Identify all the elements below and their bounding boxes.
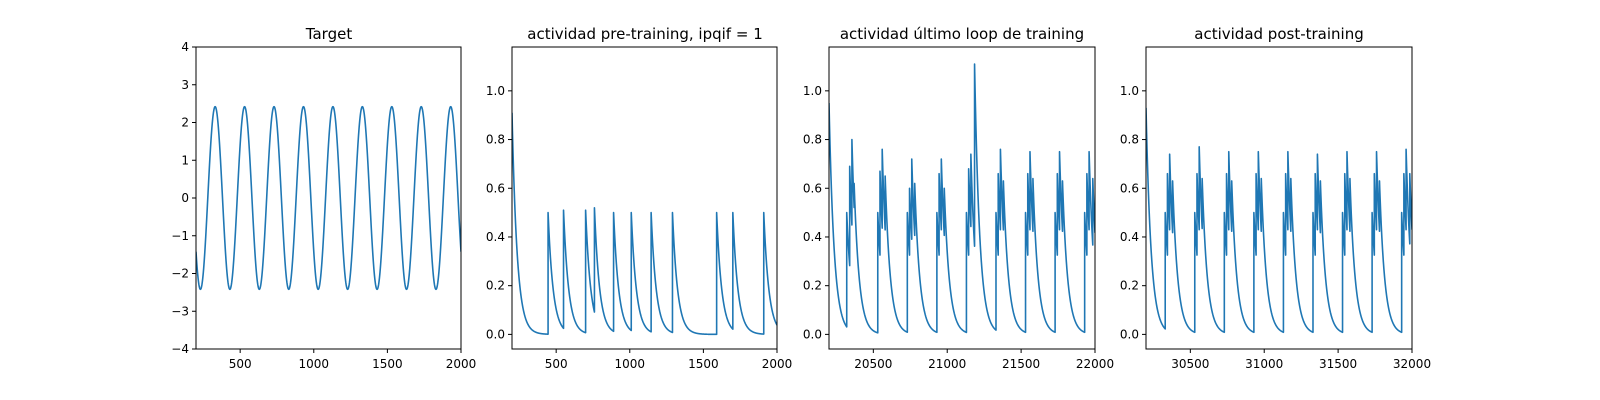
y-tick-label: 4 (181, 40, 189, 54)
y-tick-label: 0.2 (803, 279, 822, 293)
x-tick-label: 31500 (1319, 357, 1357, 371)
y-tick-label: 0.0 (803, 327, 822, 341)
x-tick-label: 20500 (854, 357, 892, 371)
y-tick-label: −1 (171, 229, 189, 243)
x-tick-label: 32000 (1393, 357, 1431, 371)
panel-title: Target (305, 25, 353, 43)
x-tick-label: 21000 (928, 357, 966, 371)
y-tick-label: 0.6 (803, 181, 822, 195)
x-tick-label: 22000 (1076, 357, 1114, 371)
y-tick-label: −2 (171, 267, 189, 281)
series-line (196, 105, 461, 291)
panel-title: actividad último loop de training (840, 25, 1084, 43)
y-tick-label: −3 (171, 304, 189, 318)
x-tick-label: 1000 (615, 357, 646, 371)
y-tick-label: −4 (171, 342, 189, 356)
y-tick-label: 2 (181, 116, 189, 130)
plot-frame (828, 46, 1096, 350)
y-tick-label: 0.8 (1120, 133, 1139, 147)
plot-frame (195, 46, 462, 350)
y-tick-label: 0.0 (1120, 327, 1139, 341)
x-tick-label: 500 (545, 357, 568, 371)
x-tick-label: 1500 (688, 357, 719, 371)
x-tick-label: 30500 (1171, 357, 1209, 371)
y-tick-label: 0.6 (1120, 181, 1139, 195)
x-tick-label: 2000 (446, 357, 477, 371)
y-tick-label: 0.4 (486, 230, 505, 244)
plot-frame (511, 46, 778, 350)
panel-target: Target 500 1000 1500 2000 −4 −3 −2 −1 0 1 2 3 4 (171, 25, 476, 371)
x-tick-label: 1000 (299, 357, 330, 371)
series-line (1146, 107, 1412, 334)
y-tick-label: 1.0 (803, 84, 822, 98)
y-tick-label: 0.6 (486, 181, 505, 195)
x-tick-label: 31000 (1245, 357, 1283, 371)
x-tick-label: 1500 (372, 357, 403, 371)
panel-title: actividad pre-training, ipqif = 1 (527, 25, 763, 43)
series-line (829, 63, 1095, 334)
y-tick-label: 0.8 (803, 133, 822, 147)
y-tick-label: 0.4 (1120, 230, 1139, 244)
y-tick-label: 0.0 (486, 327, 505, 341)
panel-title: actividad post-training (1194, 25, 1363, 43)
plot-frame (1145, 46, 1413, 350)
x-tick-label: 500 (229, 357, 252, 371)
y-tick-label: 0.8 (486, 133, 505, 147)
series-line (512, 112, 777, 336)
y-tick-label: 0 (181, 191, 189, 205)
y-tick-label: 0.2 (1120, 279, 1139, 293)
panel-last-training-loop: actividad último loop de training 20500 2… (803, 25, 1114, 371)
y-tick-label: 3 (181, 78, 189, 92)
panel-post-training: actividad post-training 30500 31000 31500 3… (1120, 25, 1431, 371)
y-tick-label: 1.0 (486, 84, 505, 98)
x-tick-label: 2000 (762, 357, 793, 371)
y-tick-label: 0.4 (803, 230, 822, 244)
panel-pre-training: actividad pre-training, ipqif = 1 500 100… (486, 25, 792, 371)
y-tick-label: 1 (181, 153, 189, 167)
x-tick-label: 21500 (1002, 357, 1040, 371)
y-tick-label: 1.0 (1120, 84, 1139, 98)
y-tick-label: 0.2 (486, 279, 505, 293)
